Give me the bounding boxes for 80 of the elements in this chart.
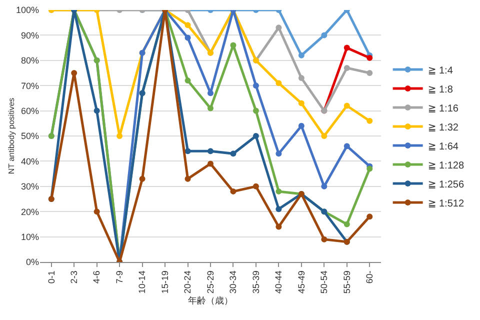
point (366, 70, 373, 76)
x-tick-label: 30-34 (228, 270, 238, 294)
point (94, 108, 100, 114)
point (366, 54, 373, 61)
legend-label: ≧ 1:512 (428, 198, 464, 210)
point (276, 206, 282, 212)
legend-label: ≧ 1:4 (428, 65, 454, 76)
point (184, 34, 191, 41)
x-tick-label: 55-59 (342, 270, 352, 294)
point (252, 133, 259, 139)
point (321, 32, 328, 38)
y-tick-label: 0% (26, 257, 39, 268)
legend-label: ≧ 1:16 (428, 103, 459, 114)
y-tick-label: 90% (20, 30, 39, 40)
point (208, 148, 214, 154)
point (276, 224, 282, 230)
point (276, 150, 282, 157)
x-tick-label: 50-54 (319, 270, 330, 294)
point (71, 70, 78, 76)
point (298, 100, 304, 106)
x-tick-label: 0-1 (46, 270, 56, 284)
x-tick-label: 7-9 (114, 270, 124, 284)
x-tick-label: 40-44 (274, 270, 284, 294)
point (208, 105, 214, 112)
y-tick-label: 40% (20, 156, 39, 166)
point (252, 183, 259, 190)
point (344, 64, 350, 71)
point (344, 143, 350, 150)
x-tick-label: 20-24 (182, 270, 193, 294)
x-tick-label: 35-39 (250, 270, 261, 294)
y-tick-label: 10% (20, 232, 39, 242)
point (298, 122, 304, 129)
point (344, 221, 350, 228)
point (344, 102, 350, 109)
point (184, 22, 191, 28)
point (321, 236, 328, 242)
point (252, 108, 259, 114)
legend-label: ≧ 1:64 (428, 141, 459, 152)
point (252, 82, 259, 89)
point (366, 118, 373, 124)
y-tick-label: 50% (20, 131, 39, 142)
y-axis-title: NT antibody positives (7, 98, 16, 174)
point (276, 80, 282, 86)
x-tick-label: 15-19 (160, 270, 170, 294)
point (139, 176, 146, 182)
point (230, 150, 236, 157)
y-tick-label: 100% (16, 5, 39, 16)
legend-label: ≧ 1:128 (428, 160, 464, 172)
point (298, 52, 304, 58)
y-tick-label: 80% (20, 56, 39, 66)
point (184, 176, 191, 182)
point (94, 208, 100, 215)
y-tick-label: 30% (20, 182, 39, 192)
y-tick-label: 70% (20, 80, 39, 91)
point (230, 188, 236, 194)
point (276, 188, 282, 194)
point (344, 44, 350, 51)
x-tick-label: 45-49 (296, 270, 306, 294)
point (366, 166, 373, 172)
x-tick-label: 60- (364, 270, 375, 284)
x-tick-label: 25-29 (205, 270, 216, 294)
legend-label: ≧ 1:256 (428, 179, 464, 190)
y-tick-label: 60% (20, 106, 39, 116)
x-axis-title: 年齢（歳） (188, 295, 233, 306)
point (321, 183, 328, 190)
point (208, 90, 214, 96)
legend-label: ≧ 1:32 (428, 122, 459, 134)
point (208, 160, 214, 167)
point (298, 75, 304, 82)
point (276, 24, 282, 31)
legend-label: ≧ 1:8 (428, 84, 454, 96)
point (366, 214, 373, 220)
x-tick-label: 4-6 (92, 270, 102, 284)
point (116, 133, 123, 139)
point (184, 78, 191, 84)
x-tick-label: 2-3 (69, 270, 80, 284)
point (321, 133, 328, 139)
point (184, 148, 191, 154)
x-tick-label: 10-14 (137, 270, 148, 294)
y-tick-label: 20% (20, 206, 39, 217)
